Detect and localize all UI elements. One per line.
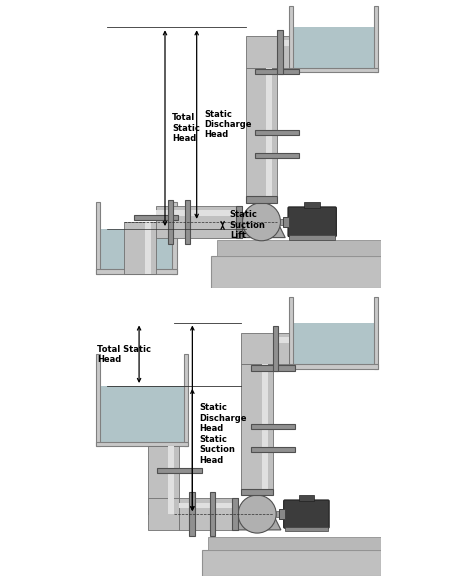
Bar	[241, 365, 273, 488]
Bar	[202, 550, 381, 576]
Circle shape	[243, 203, 281, 241]
Bar	[289, 68, 378, 72]
Bar	[190, 492, 195, 536]
Bar	[208, 537, 381, 550]
Bar	[262, 365, 268, 488]
FancyBboxPatch shape	[283, 500, 329, 528]
Bar	[277, 29, 283, 74]
Bar	[217, 241, 381, 256]
Text: Static
Discharge
Head: Static Discharge Head	[204, 109, 251, 139]
Bar	[289, 364, 378, 369]
Bar	[179, 498, 238, 530]
Bar	[289, 28, 378, 72]
Bar	[289, 323, 378, 369]
Bar	[96, 386, 188, 446]
Bar	[273, 337, 289, 343]
Bar	[255, 130, 300, 135]
Polygon shape	[233, 514, 281, 530]
Bar	[148, 446, 179, 514]
Text: Total
Static
Head: Total Static Head	[172, 113, 200, 143]
Text: Static
Suction
Head: Static Suction Head	[200, 435, 236, 465]
Bar	[299, 495, 314, 501]
Bar	[148, 498, 179, 530]
Bar	[276, 511, 285, 517]
Bar	[251, 366, 295, 371]
Bar	[255, 69, 300, 74]
Bar	[211, 256, 381, 288]
Bar	[124, 222, 156, 274]
Bar	[279, 509, 285, 520]
Bar	[241, 488, 273, 495]
Bar	[273, 326, 278, 371]
Bar	[156, 206, 243, 238]
Bar	[96, 354, 100, 446]
Bar	[304, 202, 320, 208]
Circle shape	[238, 495, 276, 533]
Bar	[96, 442, 188, 446]
Bar	[277, 40, 289, 46]
Bar	[96, 202, 100, 274]
Bar	[374, 297, 378, 369]
Bar	[266, 67, 272, 196]
Bar	[251, 447, 295, 452]
Bar	[374, 6, 378, 72]
Bar	[236, 206, 243, 238]
Bar	[246, 67, 277, 196]
Bar	[134, 215, 178, 221]
Bar	[283, 217, 289, 227]
FancyBboxPatch shape	[288, 207, 337, 237]
Text: Total Static
Head: Total Static Head	[97, 344, 151, 364]
Bar	[157, 468, 201, 473]
Bar	[232, 498, 238, 530]
Bar	[277, 36, 289, 67]
Text: Static
Discharge
Head: Static Discharge Head	[200, 403, 247, 433]
Bar	[168, 200, 173, 244]
Bar	[210, 492, 215, 536]
Text: Static
Suction
Lift: Static Suction Lift	[230, 210, 265, 240]
Bar	[241, 333, 273, 365]
Bar	[285, 527, 328, 531]
Bar	[168, 446, 174, 514]
Bar	[185, 200, 190, 244]
Bar	[246, 196, 277, 203]
Bar	[184, 354, 188, 446]
Bar	[273, 333, 289, 365]
Bar	[289, 6, 293, 72]
Bar	[96, 229, 176, 274]
Bar	[145, 222, 151, 274]
Bar	[179, 503, 238, 509]
Bar	[246, 36, 277, 67]
Bar	[156, 210, 243, 216]
Bar	[251, 424, 295, 429]
Bar	[172, 202, 176, 274]
Bar	[255, 153, 300, 158]
Bar	[96, 270, 176, 274]
Bar	[289, 236, 335, 240]
Bar	[281, 219, 289, 225]
Bar	[289, 297, 293, 369]
Polygon shape	[238, 222, 285, 238]
